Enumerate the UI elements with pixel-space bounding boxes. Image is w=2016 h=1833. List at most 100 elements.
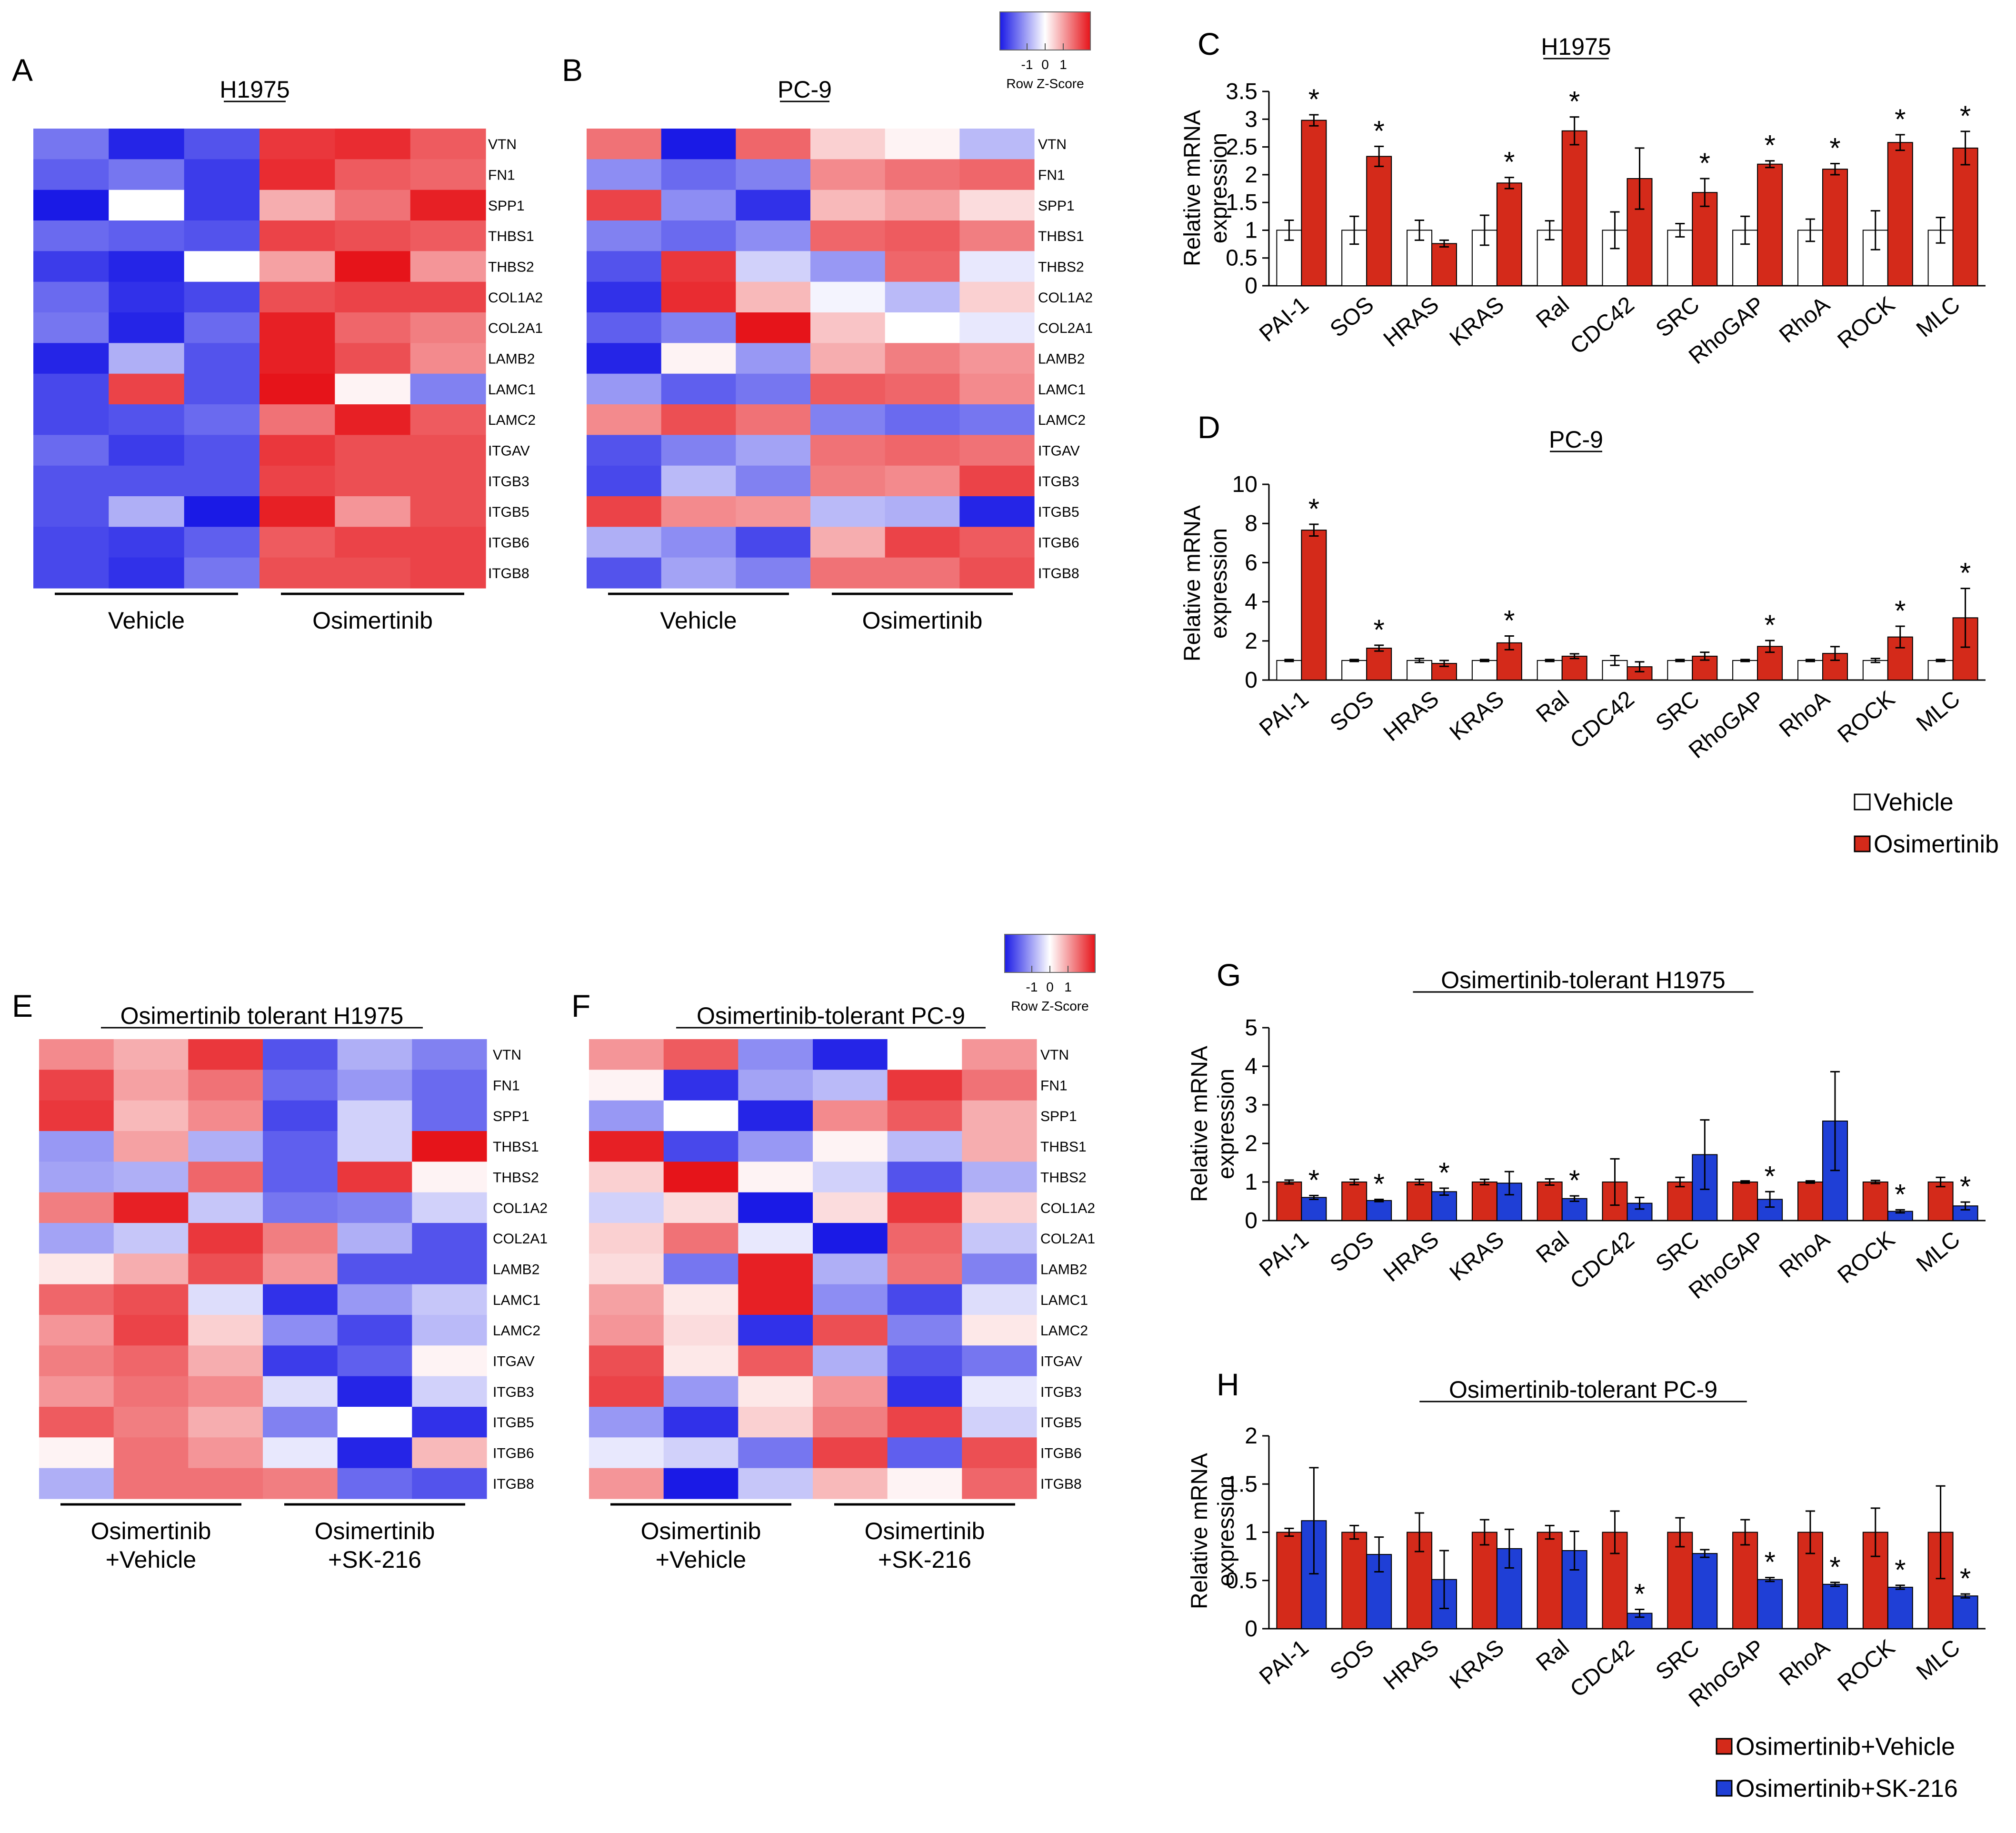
heatmap-cell [113, 1162, 189, 1193]
heatmap-cell [962, 1039, 1037, 1070]
gene-label: SPP1 [488, 198, 525, 214]
gene-label: LAMB2 [1040, 1262, 1087, 1278]
x-tick-label: Ral [1532, 1635, 1574, 1676]
y-tick-label: 2 [1245, 162, 1258, 188]
heatmap-cell [736, 159, 811, 190]
heatmap-cell [587, 373, 662, 405]
colorkey: -1 0 1 Row Z-Score [1004, 934, 1096, 1013]
panel-letter: C [1198, 26, 1220, 61]
heatmap-cell [188, 1223, 263, 1254]
significance-star: * [1895, 1178, 1906, 1210]
gene-label: ITGAV [1038, 443, 1080, 459]
y-axis-label-line: expression [1207, 528, 1232, 639]
heatmap-cell [736, 281, 811, 313]
heatmap-cell [410, 312, 486, 343]
heatmap-cell [887, 1437, 962, 1469]
gene-label: THBS1 [1040, 1139, 1087, 1155]
heatmap-cell [959, 220, 1035, 251]
heatmap-cell [410, 220, 486, 251]
bar [1341, 660, 1367, 681]
heatmap-cell [39, 1284, 114, 1315]
heatmap-panel-B: B PC-9 VTN FN1 SPP1 THBS1 THBS2 COL1A2 COL2A1 LAM… [562, 52, 1093, 634]
heatmap-cell [259, 373, 335, 405]
heatmap-cell [887, 1468, 962, 1499]
heatmap-cell [259, 435, 335, 466]
heatmap-cell [962, 1468, 1037, 1499]
significance-star: * [1308, 493, 1319, 525]
heatmap-cell [337, 1315, 412, 1346]
heatmap-cell [887, 1376, 962, 1407]
heatmap-cell [33, 159, 109, 190]
heatmap-cell [962, 1192, 1037, 1223]
heatmap-cell [412, 1437, 487, 1469]
heatmap-cell [959, 281, 1035, 313]
significance-star: * [1504, 605, 1515, 637]
bar [1496, 182, 1522, 286]
heatmap-cell [188, 1100, 263, 1132]
y-axis-label: Relative mRNAexpression [1180, 505, 1232, 661]
heatmap-cell [410, 373, 486, 405]
heatmap-cell [885, 281, 960, 313]
y-axis-label-line: expression [1214, 1069, 1239, 1179]
heatmap-cell [33, 557, 109, 589]
bar [1301, 530, 1327, 681]
gene-label: THBS1 [1038, 229, 1084, 244]
heatmap-cell [813, 1039, 888, 1070]
legend-label: Vehicle [1874, 789, 1954, 816]
bar [1431, 243, 1457, 286]
heatmap-cell [738, 1162, 813, 1193]
heatmap-cell [587, 557, 662, 589]
heatmap-cell [661, 435, 736, 466]
heatmap-cell [885, 312, 960, 343]
heatmap-cell [813, 1345, 888, 1377]
y-axis-label-line: expression [1214, 1476, 1239, 1586]
y-tick-label: 4 [1245, 590, 1258, 615]
heatmap-cell [184, 190, 260, 221]
heatmap-cell [33, 465, 109, 497]
heatmap-cell [188, 1039, 263, 1070]
heatmap-cell [113, 1131, 189, 1162]
significance-star: * [1960, 1171, 1971, 1202]
heatmap-cell [589, 1131, 664, 1162]
y-tick-label: 1 [1245, 218, 1258, 243]
bar [1822, 169, 1848, 287]
bar [1301, 1197, 1327, 1221]
heatmap-cell [39, 1437, 114, 1469]
heatmap-cell [589, 1162, 664, 1193]
heatmap-cell [887, 1039, 962, 1070]
y-axis-label-line: Relative mRNA [1180, 505, 1205, 661]
colorkey-tick-label: 0 [1041, 57, 1049, 72]
heatmap-cell [39, 1131, 114, 1162]
heatmap-cell [337, 1345, 412, 1377]
x-tick-label: SRC [1651, 1227, 1705, 1277]
bar [1952, 147, 1978, 286]
heatmap-cell [33, 190, 109, 221]
heatmap-cell [335, 465, 411, 497]
heatmap-cell [661, 343, 736, 374]
gene-label: VTN [1038, 137, 1067, 152]
heatmap-cell [661, 129, 736, 160]
heatmap-cell [587, 159, 662, 190]
heatmap-cell [738, 1284, 813, 1315]
bar [1537, 1182, 1563, 1221]
x-tick-label: RhoA [1775, 1635, 1835, 1691]
significance-star: * [1960, 557, 1971, 589]
heatmap-cell [113, 1437, 189, 1469]
heatmap-cell [810, 190, 886, 221]
gene-label: ITGB8 [1040, 1476, 1082, 1492]
heatmap-cell [587, 129, 662, 160]
heatmap-cell [410, 251, 486, 282]
x-tick-label: HRAS [1379, 1635, 1444, 1695]
heatmap-cell [335, 404, 411, 435]
heatmap-cell [738, 1407, 813, 1438]
heatmap-cell [263, 1100, 338, 1132]
heatmap-cell [184, 496, 260, 527]
bar [1471, 660, 1497, 681]
heatmap-cell [962, 1162, 1037, 1193]
heatmap-cell [810, 251, 886, 282]
gene-label: VTN [493, 1047, 521, 1063]
heatmap-cell [736, 343, 811, 374]
heatmap-cell [337, 1253, 412, 1285]
heatmap-cell [184, 343, 260, 374]
gene-label: THBS2 [1040, 1170, 1087, 1186]
